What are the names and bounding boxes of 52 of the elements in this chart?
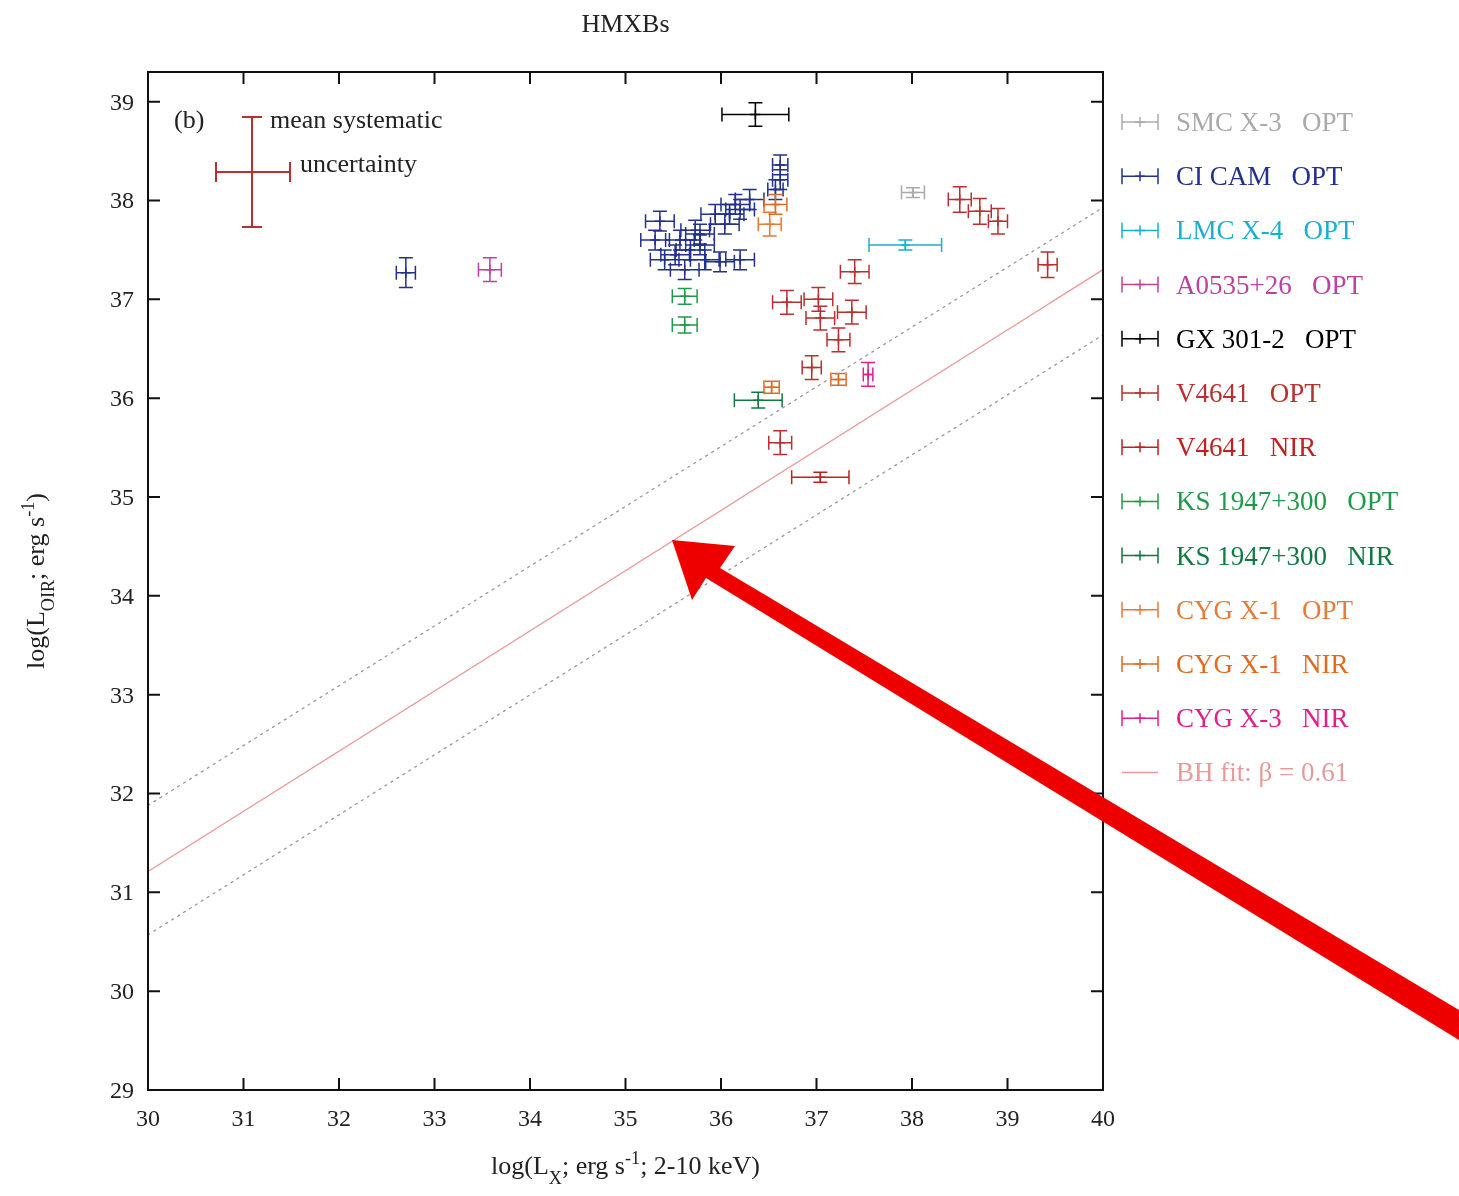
- x-tick-label: 37: [804, 1105, 829, 1131]
- annotation: (b): [174, 105, 205, 134]
- point: [974, 205, 986, 218]
- annotation: mean systematic uncertainty: [270, 105, 443, 178]
- legend-label: CI CAM OPT: [1176, 161, 1344, 192]
- x-tick-label: 39: [995, 1105, 1020, 1131]
- y-tick-label: 29: [110, 1077, 134, 1103]
- legend-label: CYG X-3 NIR: [1176, 703, 1349, 734]
- legend-label: SMC X-3 OPT: [1176, 107, 1354, 137]
- chart-title: HMXBs: [581, 9, 670, 38]
- point: [812, 293, 825, 306]
- point: [484, 263, 496, 276]
- y-tick-label: 38: [110, 187, 134, 214]
- point: [814, 312, 827, 324]
- legend-label: CYG X-1 NIR: [1176, 649, 1349, 679]
- legend-label: KS 1947+300 NIR: [1176, 540, 1394, 571]
- y-tick-label: 32: [110, 780, 134, 807]
- y-tick-label: 37: [110, 286, 134, 313]
- y-tick-label: 36: [110, 385, 134, 412]
- x-tick-label: 38: [900, 1105, 924, 1131]
- x-tick-label: 35: [613, 1105, 638, 1131]
- legend-label: V4641 OPT: [1176, 378, 1322, 408]
- point: [692, 223, 708, 245]
- point: [832, 334, 845, 346]
- x-axis-title: log(L$_{X}$; erg s$^{-1}$; 2-10 keV): [491, 1148, 760, 1188]
- point: [954, 193, 966, 206]
- x-tick-label: 40: [1091, 1105, 1115, 1131]
- legend-label: LMC X-4 OPT: [1176, 215, 1356, 246]
- x-tick-label: 36: [709, 1105, 733, 1131]
- point: [774, 436, 786, 449]
- legend-label: GX 301-2 OPT: [1176, 323, 1357, 354]
- y-tick-label: 39: [110, 88, 134, 115]
- legend-label: KS 1947+300 OPT: [1176, 486, 1399, 517]
- y-tick-label: 30: [110, 978, 134, 1005]
- point: [749, 108, 762, 121]
- point: [848, 265, 861, 278]
- x-tick-label: 34: [518, 1105, 542, 1131]
- point: [781, 296, 793, 309]
- point: [763, 218, 776, 230]
- x-tick-label: 30: [136, 1105, 160, 1131]
- x-tick-label: 33: [422, 1105, 447, 1131]
- y-tick-label: 33: [110, 681, 134, 708]
- y-tick-label: 31: [110, 879, 134, 906]
- x-tick-label: 32: [327, 1105, 351, 1131]
- legend-label: CYG X-1 OPT: [1176, 594, 1354, 625]
- legend-label: BH fit: β = 0.61: [1176, 757, 1349, 788]
- x-tick-label: 31: [231, 1105, 256, 1131]
- point: [846, 306, 858, 318]
- y-tick-label: 34: [110, 582, 134, 609]
- y-tick-label: 35: [110, 483, 134, 510]
- legend-label: V4641 NIR: [1176, 432, 1317, 463]
- legend-label: A0535+26 OPT: [1176, 269, 1364, 300]
